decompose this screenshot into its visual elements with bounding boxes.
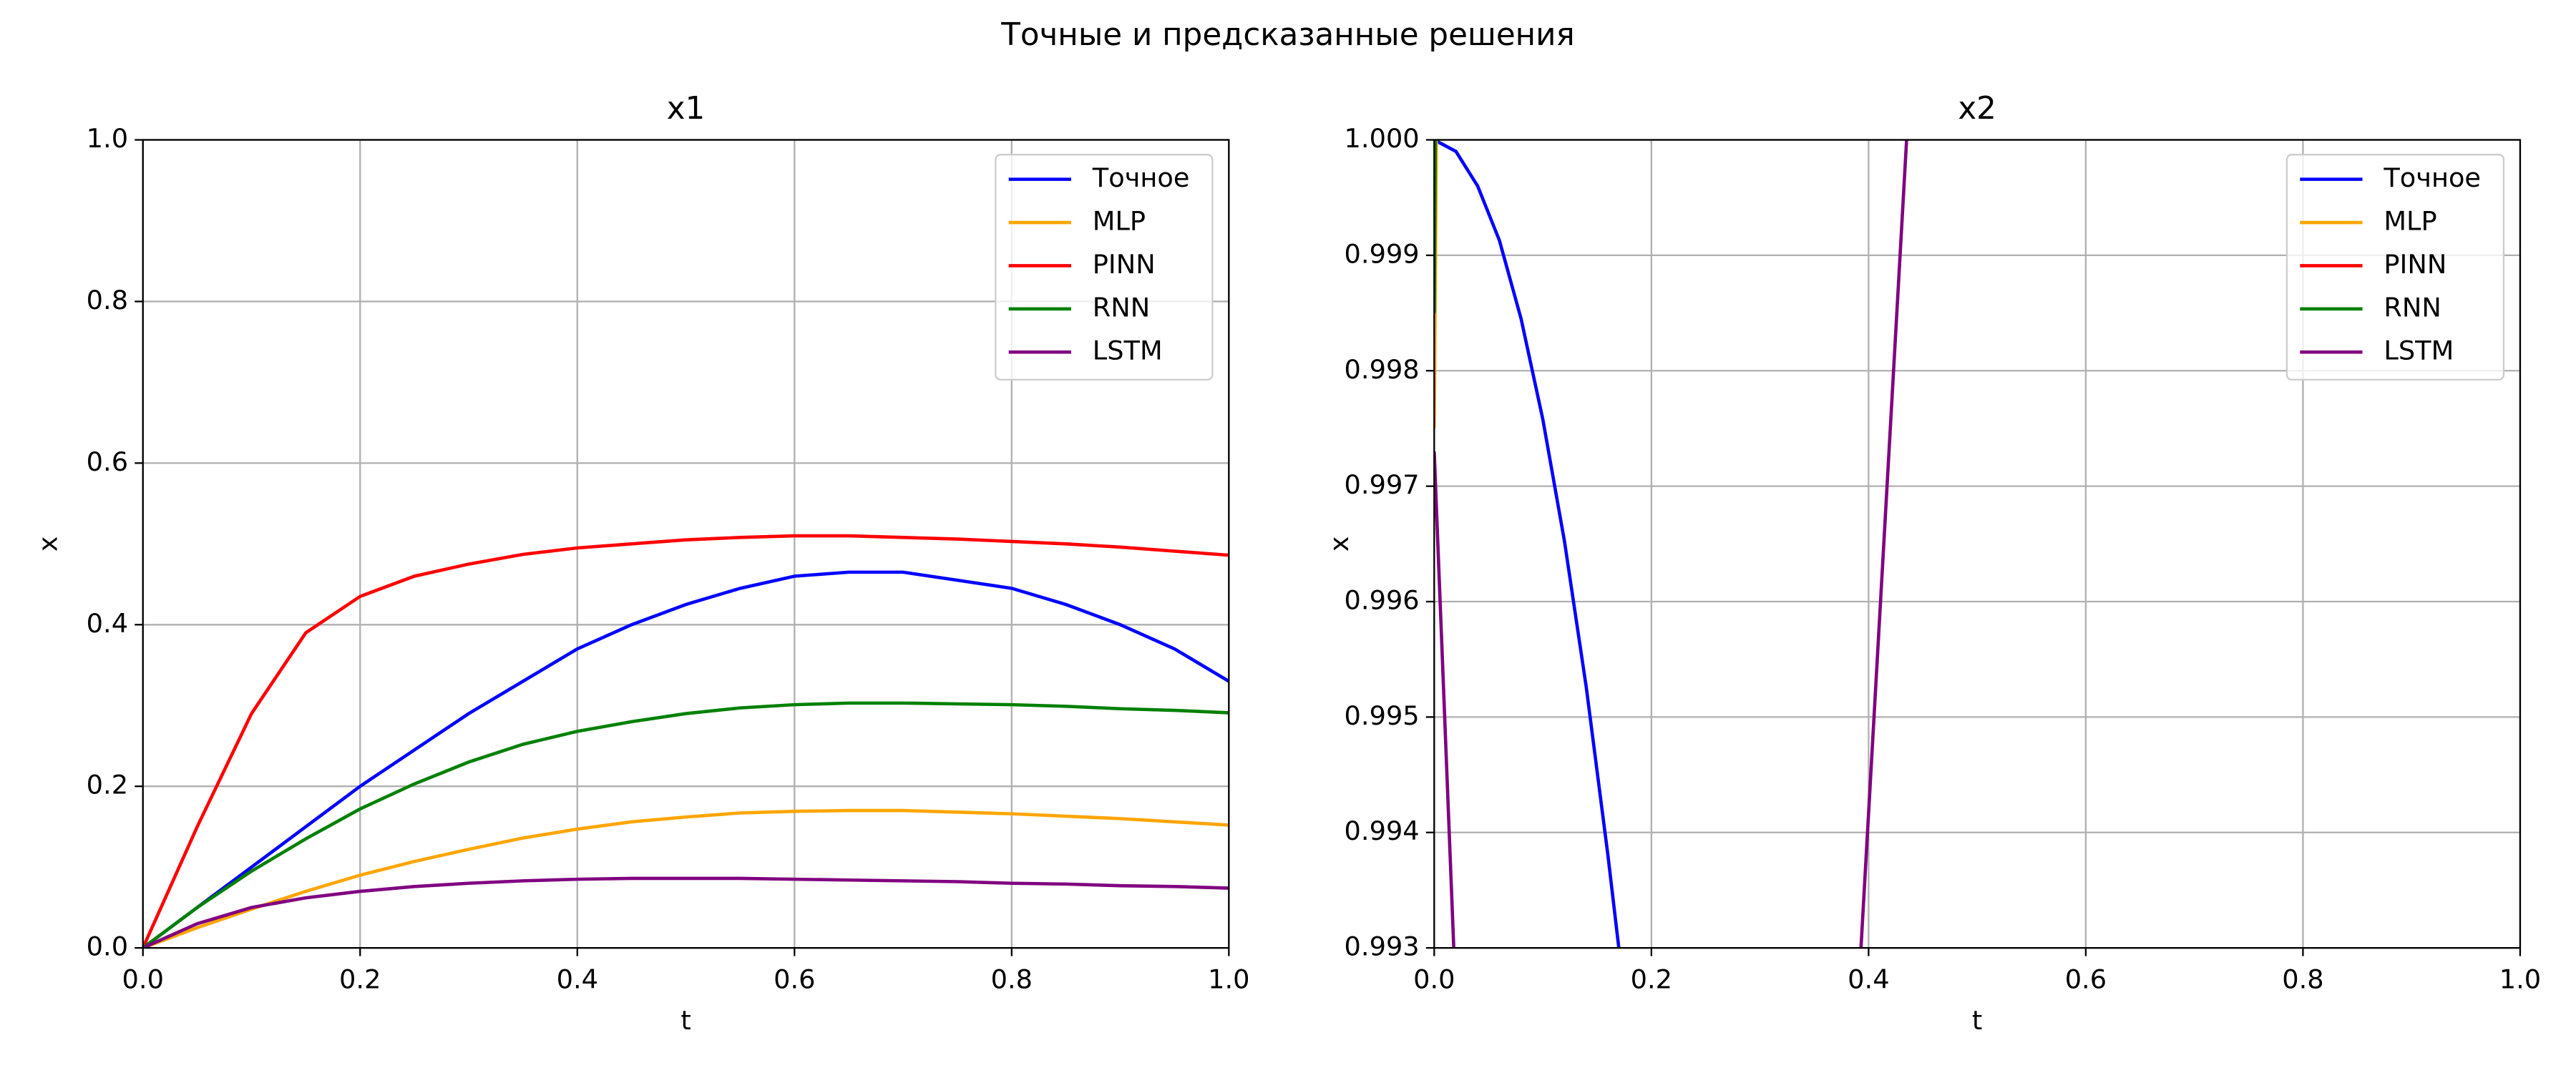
y-tick-label: 1.000 [1345,123,1420,154]
legend: Точное MLP PINN RNN LSTM [995,154,1214,381]
x-tick-label: 0.0 [1413,964,1455,995]
series-line [142,570,1229,949]
axes-frame [1433,139,2522,949]
y-tick-label: 0.997 [1345,469,1420,500]
x-axis-label: t [680,1005,691,1036]
y-tick-label: 0.4 [87,608,128,639]
x-tick-label: 0.0 [122,964,164,995]
series-line [1434,139,1908,949]
y-axis-label: x [1324,536,1355,552]
x-tick-label: 0.8 [2282,964,2323,995]
legend-label: RNN [2384,292,2441,323]
legend-label: LSTM [2384,335,2454,366]
legend-box [2285,154,2505,381]
legend-label: MLP [2384,206,2436,237]
legend-label: MLP [1093,206,1146,237]
x-axis-label: t [1972,1005,1982,1036]
series-line [1434,139,1621,949]
legend-label: Точное [1092,162,1190,193]
y-tick-label: 0.0 [87,931,128,962]
figure-title: Точные и предсказанные решения [1000,17,1575,53]
series-line [142,876,1229,949]
y-tick-label: 0.6 [87,446,128,477]
legend: Точное MLP PINN RNN LSTM [2285,154,2505,381]
legend-label: PINN [1093,249,1156,280]
legend-label: Точное [2383,162,2481,193]
legend-box [995,154,1214,381]
subplot: 0.0 0.2 0.4 0.6 0.8 1.0 0.0 0.2 0.4 0.6 0.8 1.0 x1 t x… [32,91,1249,1036]
series-line [142,701,1229,949]
legend-label: PINN [2384,249,2446,280]
y-tick-label: 0.995 [1345,700,1420,731]
x-tick-label: 0.8 [991,964,1033,995]
x-tick-label: 0.2 [339,964,381,995]
y-tick-label: 0.999 [1345,238,1420,269]
y-tick-label: 0.993 [1345,931,1420,962]
x-tick-label: 0.2 [1631,964,1672,995]
y-tick-label: 0.8 [87,285,128,315]
x-tick-label: 1.0 [1208,964,1249,995]
x-tick-label: 0.4 [1848,964,1889,995]
x-tick-label: 0.6 [2065,964,2107,995]
y-tick-label: 0.998 [1345,354,1420,385]
subplot-title: x2 [1958,91,1996,127]
y-tick-label: 0.994 [1345,815,1420,846]
y-tick-label: 0.996 [1345,585,1420,616]
subplot-title: x1 [667,91,706,127]
x-tick-label: 0.6 [774,964,815,995]
y-axis-label: x [32,536,63,552]
y-tick-label: 0.2 [87,770,128,800]
legend-label: LSTM [1093,335,1163,366]
series-line [142,534,1229,949]
x-tick-label: 0.4 [557,964,598,995]
y-tick-label: 1.0 [87,123,128,154]
series-line [142,808,1229,949]
subplot: 0.0 0.2 0.4 0.6 0.8 1.0 0.993 0.994 0.995 0.996 0.… [1324,91,2541,1036]
axes-frame [142,139,1230,949]
x-tick-label: 1.0 [2499,964,2541,995]
legend-label: RNN [1093,292,1150,323]
